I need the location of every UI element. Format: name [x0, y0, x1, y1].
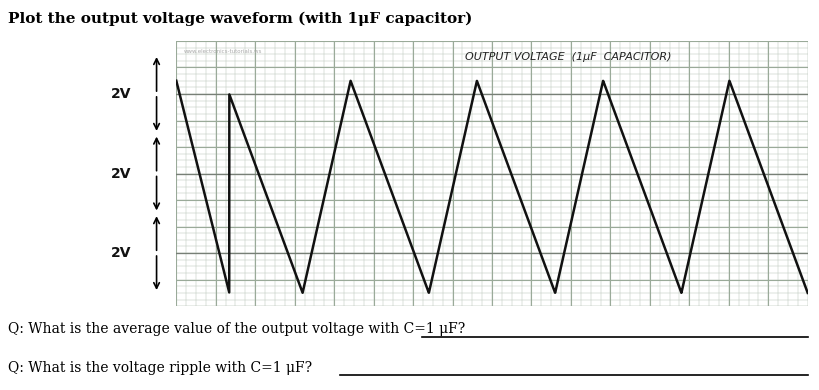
Text: Q: What is the average value of the output voltage with C=1 μF?: Q: What is the average value of the outp…: [8, 322, 465, 336]
Text: Plot the output voltage waveform (with 1μF capacitor): Plot the output voltage waveform (with 1…: [8, 12, 472, 26]
Text: OUTPUT VOLTAGE  (1μF  CAPACITOR): OUTPUT VOLTAGE (1μF CAPACITOR): [464, 51, 670, 62]
Text: 2V: 2V: [111, 87, 131, 101]
Text: www.electronics-tutorials.ws: www.electronics-tutorials.ws: [184, 49, 262, 54]
Text: 2V: 2V: [111, 167, 131, 181]
Text: Q: What is the voltage ripple with C=1 μF?: Q: What is the voltage ripple with C=1 μ…: [8, 361, 312, 375]
Text: 2V: 2V: [111, 246, 131, 260]
